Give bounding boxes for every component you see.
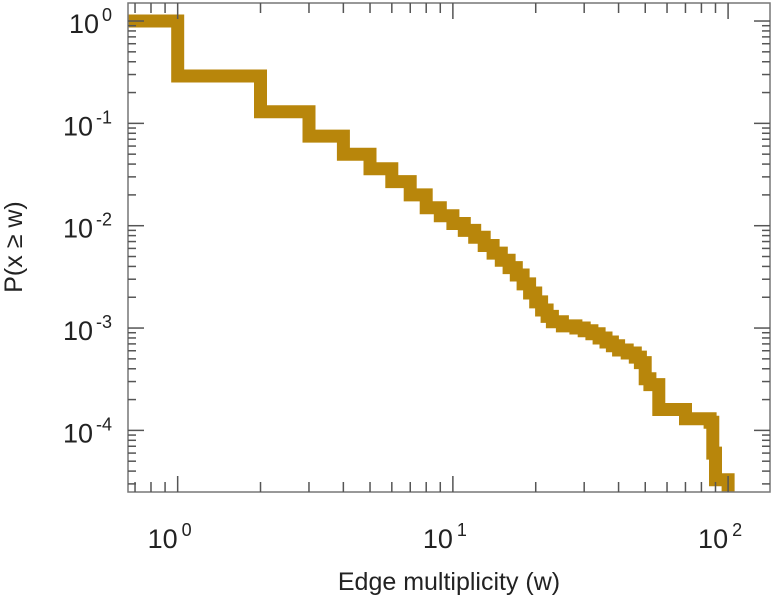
y-tick-label: 10 -4 xyxy=(63,414,112,448)
plot-frame xyxy=(127,2,771,493)
x-axis-label: Edge multiplicity (w) xyxy=(338,568,560,596)
ccdf-step-line xyxy=(128,14,735,492)
y-tick-label: 10 -3 xyxy=(63,312,112,346)
y-tick-label: 10 -1 xyxy=(63,107,112,141)
y-tick-label: 10 -2 xyxy=(63,210,112,244)
x-tick-label: 10 0 xyxy=(148,520,192,554)
y-tick-label: 10 0 xyxy=(69,5,112,39)
y-axis-label: P(x ≥ w) xyxy=(0,201,28,293)
x-tick-label: 10 1 xyxy=(423,520,467,554)
x-tick-label: 10 2 xyxy=(698,520,742,554)
